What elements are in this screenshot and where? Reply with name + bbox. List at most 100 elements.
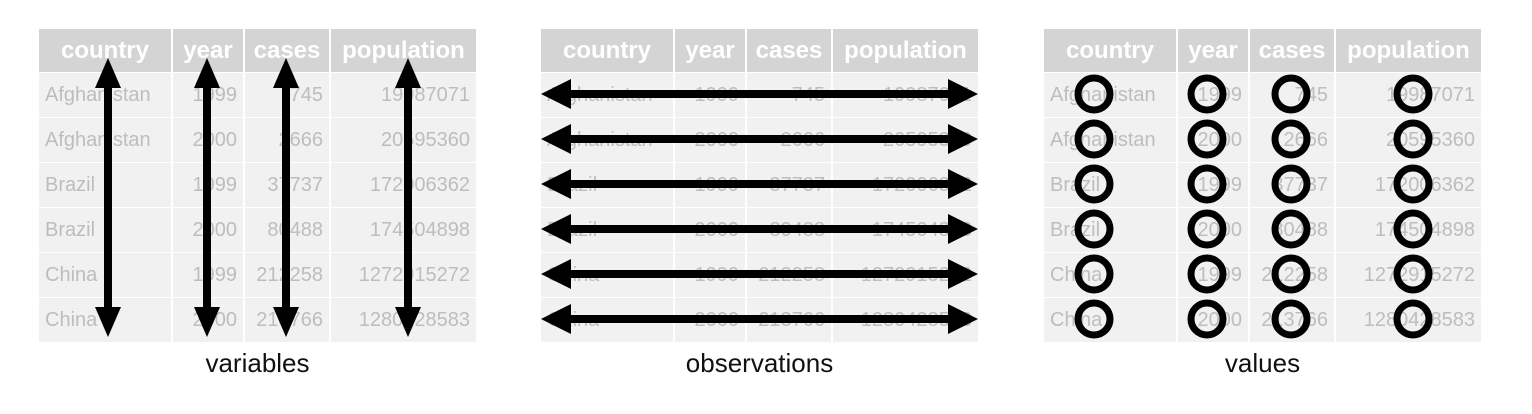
column-header-year: year [1178,29,1250,72]
cell-country: Afghanistan [541,117,675,162]
cell-country: Afghanistan [39,72,173,117]
cell-country: Brazil [39,162,173,207]
cell-cases: 213766 [245,297,331,342]
cell-population: 19987071 [331,72,476,117]
cell-year: 2000 [173,117,245,162]
cell-country: Brazil [541,162,675,207]
cell-country: China [1044,252,1178,297]
cell-population: 1272915272 [833,252,978,297]
cell-year: 1999 [675,252,747,297]
table-row: China 1999 212258 1272915272 [541,252,978,297]
cell-year: 1999 [173,72,245,117]
cell-population: 174504898 [1336,207,1481,252]
cell-country: Brazil [1044,207,1178,252]
cell-cases: 745 [245,72,331,117]
cell-year: 1999 [675,72,747,117]
cell-country: Brazil [1044,162,1178,207]
table-body: Afghanistan 1999 745 19987071 Afghanistan 200… [39,72,476,342]
variables-panel: country year cases population Afghanistan 19… [39,29,476,342]
cell-cases: 37737 [245,162,331,207]
cell-cases: 37737 [1250,162,1336,207]
cell-population: 20595360 [331,117,476,162]
cell-year: 1999 [173,252,245,297]
table-row: Brazil 2000 80488 174504898 [39,207,476,252]
table-header-row: country year cases population [39,29,476,72]
cell-year: 2000 [675,117,747,162]
table-row: Brazil 1999 37737 172006362 [1044,162,1481,207]
table-row: China 1999 212258 1272915272 [1044,252,1481,297]
cell-year: 2000 [675,207,747,252]
table-row: Afghanistan 1999 745 19987071 [1044,72,1481,117]
column-header-country: country [1044,29,1178,72]
table-body: Afghanistan 1999 745 19987071 Afghanistan 200… [1044,72,1481,342]
column-header-year: year [173,29,245,72]
cell-cases: 80488 [747,207,833,252]
table-row: Afghanistan 2000 2666 20595360 [1044,117,1481,162]
cell-population: 1280428583 [833,297,978,342]
cell-country: China [541,252,675,297]
cell-population: 172006362 [331,162,476,207]
cell-country: Brazil [541,207,675,252]
cell-cases: 213766 [1250,297,1336,342]
cell-year: 2000 [675,297,747,342]
caption-observations: observations [685,348,834,378]
cell-country: China [1044,297,1178,342]
cell-population: 1280428583 [1336,297,1481,342]
cell-country: Afghanistan [541,72,675,117]
cell-year: 1999 [173,162,245,207]
tidy-table: country year cases population Afghanistan 19… [541,29,978,342]
table-row: Brazil 1999 37737 172006362 [541,162,978,207]
cell-population: 20595360 [833,117,978,162]
column-header-cases: cases [245,29,331,72]
column-header-population: population [331,29,476,72]
cell-cases: 213766 [747,297,833,342]
cell-population: 1280428583 [331,297,476,342]
column-header-country: country [541,29,675,72]
cell-cases: 80488 [245,207,331,252]
tidy-table: country year cases population Afghanistan 19… [39,29,476,342]
cell-cases: 37737 [747,162,833,207]
caption-values: values [1224,348,1301,378]
table-row: Afghanistan 1999 745 19987071 [541,72,978,117]
cell-country: China [39,297,173,342]
cell-population: 172006362 [1336,162,1481,207]
cell-country: China [541,297,675,342]
column-header-country: country [39,29,173,72]
table-row: Afghanistan 2000 2666 20595360 [39,117,476,162]
cell-year: 2000 [173,297,245,342]
table-row: Brazil 2000 80488 174504898 [1044,207,1481,252]
table-header-row: country year cases population [541,29,978,72]
cell-cases: 212258 [747,252,833,297]
cell-country: Afghanistan [39,117,173,162]
cell-cases: 745 [1250,72,1336,117]
table-row: China 2000 213766 1280428583 [39,297,476,342]
cell-population: 1272915272 [1336,252,1481,297]
cell-cases: 745 [747,72,833,117]
table-body: Afghanistan 1999 745 19987071 Afghanistan 200… [541,72,978,342]
cell-year: 2000 [1178,207,1250,252]
cell-cases: 212258 [245,252,331,297]
table-header-row: country year cases population [1044,29,1481,72]
cell-year: 2000 [1178,117,1250,162]
table-row: Afghanistan 2000 2666 20595360 [541,117,978,162]
cell-population: 172006362 [833,162,978,207]
table-row: China 1999 212258 1272915272 [39,252,476,297]
cell-population: 20595360 [1336,117,1481,162]
caption-variables: variables [205,348,310,378]
cell-population: 19987071 [1336,72,1481,117]
cell-cases: 2666 [245,117,331,162]
cell-year: 1999 [1178,72,1250,117]
column-header-cases: cases [747,29,833,72]
cell-country: Afghanistan [1044,117,1178,162]
column-header-cases: cases [1250,29,1336,72]
cell-year: 2000 [1178,297,1250,342]
cell-cases: 212258 [1250,252,1336,297]
table-row: China 2000 213766 1280428583 [541,297,978,342]
cell-year: 1999 [675,162,747,207]
tidy-table: country year cases population Afghanistan 19… [1044,29,1481,342]
observations-panel: country year cases population Afghanistan 19… [541,29,978,342]
cell-population: 174504898 [833,207,978,252]
table-row: Brazil 2000 80488 174504898 [541,207,978,252]
cell-country: Brazil [39,207,173,252]
column-header-population: population [833,29,978,72]
